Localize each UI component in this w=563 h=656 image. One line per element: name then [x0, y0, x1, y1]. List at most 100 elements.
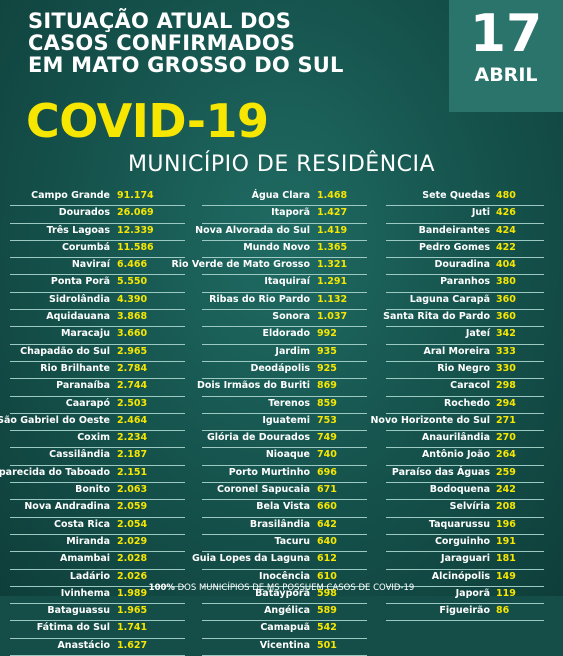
- case-count: 671: [317, 484, 337, 496]
- case-count: 480: [496, 190, 516, 201]
- municipality-name: Coronel Sapucaia: [216, 484, 310, 496]
- case-count: 426: [496, 207, 516, 219]
- case-count: 2.151: [117, 466, 148, 478]
- case-count: 1.321: [317, 259, 348, 271]
- municipality-row: Campo Grande 91.174: [10, 189, 185, 207]
- case-count: 696: [317, 466, 337, 478]
- case-count: 342: [496, 328, 516, 340]
- municipality-row: Paranhos 380: [386, 275, 544, 293]
- title-line-2: CASOS CONFIRMADOS: [28, 31, 296, 55]
- case-count: 935: [317, 345, 337, 357]
- case-count: 404: [496, 259, 516, 271]
- municipality-row: Figueirão 86: [386, 604, 544, 622]
- case-count: 422: [496, 241, 516, 253]
- case-count: 753: [317, 414, 337, 426]
- municipality-name: Três Lagoas: [46, 224, 110, 236]
- municipality-row: Antônio João 264: [386, 448, 544, 466]
- municipality-row: Rio Verde de Mato Grosso 1.321: [171, 258, 367, 276]
- municipality-name: Pedro Gomes: [418, 241, 490, 253]
- municipality-name: Anaurilândia: [421, 432, 490, 444]
- municipality-name: Bonito: [75, 484, 110, 496]
- municipality-column-3: Sete Quedas 480 Juti 426 Bandeirantes 424 Pedr…: [370, 189, 544, 622]
- case-count: 501: [317, 639, 337, 651]
- municipality-row: Maracaju 3.660: [10, 327, 185, 345]
- municipality-name: Bataguassu: [47, 605, 110, 617]
- municipality-name: Ladário: [69, 570, 110, 582]
- municipality-name: Sidrolândia: [48, 293, 110, 305]
- municipality-row: Bataguassu 1.965: [10, 604, 185, 622]
- municipality-row: Nova Alvorada do Sul 1.419: [195, 224, 367, 241]
- municipality-row: Rio Negro 330: [386, 362, 544, 380]
- municipality-name: Camapuã: [260, 622, 310, 634]
- municipality-name: Douradina: [434, 259, 490, 271]
- case-count: 208: [496, 501, 516, 513]
- municipality-row: Douradina 404: [386, 258, 544, 276]
- municipality-name: Japorã: [455, 587, 490, 599]
- municipality-name: Bela Vista: [256, 501, 310, 513]
- municipality-row: Bela Vista 660: [202, 500, 367, 518]
- municipality-name: Itaporã: [271, 207, 310, 219]
- municipality-name: Campo Grande: [31, 190, 110, 201]
- case-count: 869: [317, 380, 337, 392]
- date-month: ABRIL: [474, 64, 538, 86]
- case-count: 2.965: [117, 345, 148, 357]
- municipality-name: Rio Brilhante: [40, 362, 110, 374]
- municipality-row: Anastácio 1.627: [10, 639, 185, 656]
- municipality-name: Chapadão do Sul: [20, 345, 110, 357]
- municipality-row: Jardim 935: [202, 345, 367, 362]
- municipality-row: Inocência 610: [202, 570, 367, 587]
- municipality-name: São Gabriel do Oeste: [0, 414, 110, 426]
- municipality-name: Fátima do Sul: [36, 622, 110, 634]
- municipality-row: Coronel Sapucaia 671: [202, 483, 367, 501]
- covid-heading: COVID-19: [26, 94, 269, 148]
- municipality-name: Novo Horizonte do Sul: [370, 414, 490, 426]
- municipality-row: Chapadão do Sul 2.965: [10, 345, 185, 362]
- case-count: 2.503: [117, 397, 148, 409]
- case-count: 992: [317, 328, 337, 340]
- municipality-row: Paraíso das Águas 259: [386, 466, 544, 484]
- case-count: 5.550: [117, 276, 148, 288]
- case-count: 2.464: [117, 414, 148, 426]
- municipality-name: Caracol: [450, 380, 490, 392]
- municipality-row: Juti 426: [386, 206, 544, 224]
- municipality-row: Dois Irmãos do Buriti 869: [197, 379, 367, 397]
- case-count: 360: [496, 311, 516, 323]
- case-count: 1.427: [317, 207, 348, 219]
- municipality-name: Maracaju: [60, 328, 110, 340]
- case-count: 2.028: [117, 553, 148, 565]
- case-count: 589: [317, 605, 337, 617]
- municipality-name: Iguatemi: [262, 414, 310, 426]
- municipality-row: Sete Quedas 480: [386, 189, 544, 207]
- municipality-row: Dourados 26.069: [10, 206, 185, 224]
- case-count: 26.069: [117, 207, 154, 219]
- case-count: 294: [496, 397, 516, 409]
- case-count: 424: [496, 224, 516, 236]
- municipality-row: Bodoquena 242: [386, 483, 544, 501]
- case-count: 1.741: [117, 622, 148, 634]
- municipality-name: Mundo Novo: [243, 241, 310, 253]
- case-count: 2.784: [117, 362, 148, 374]
- case-count: 360: [496, 293, 516, 305]
- municipality-name: Rio Negro: [437, 362, 490, 374]
- case-count: 2.744: [117, 380, 148, 392]
- municipality-row: Angélica 589: [202, 604, 367, 622]
- municipality-column-2: Água Clara 1.468 Itaporã 1.427 Nova Alvorada…: [171, 189, 367, 656]
- municipality-name: Caarapó: [65, 397, 110, 409]
- section-subtitle: MUNICÍPIO DE RESIDÊNCIA: [127, 152, 436, 177]
- municipality-row: Glória de Dourados 749: [202, 431, 367, 449]
- municipality-row: Santa Rita do Pardo 360: [383, 310, 544, 328]
- municipality-name: Paraíso das Águas: [391, 466, 490, 478]
- case-count: 642: [317, 518, 337, 530]
- municipality-row: Água Clara 1.468: [202, 189, 367, 207]
- municipality-row: Miranda 2.029: [10, 535, 185, 553]
- municipality-name: Aparecida do Taboado: [0, 466, 110, 478]
- case-count: 1.037: [317, 311, 348, 323]
- municipality-name: Corguinho: [434, 535, 490, 547]
- municipality-name: Itaquiraí: [264, 276, 310, 288]
- municipality-name: Batayporã: [255, 587, 310, 599]
- municipality-name: Amambai: [59, 553, 110, 565]
- municipality-row: Terenos 859: [202, 397, 367, 414]
- case-count: 749: [317, 432, 337, 444]
- municipality-row: São Gabriel do Oeste 2.464: [0, 414, 185, 432]
- municipality-name: Nova Andradina: [24, 501, 110, 513]
